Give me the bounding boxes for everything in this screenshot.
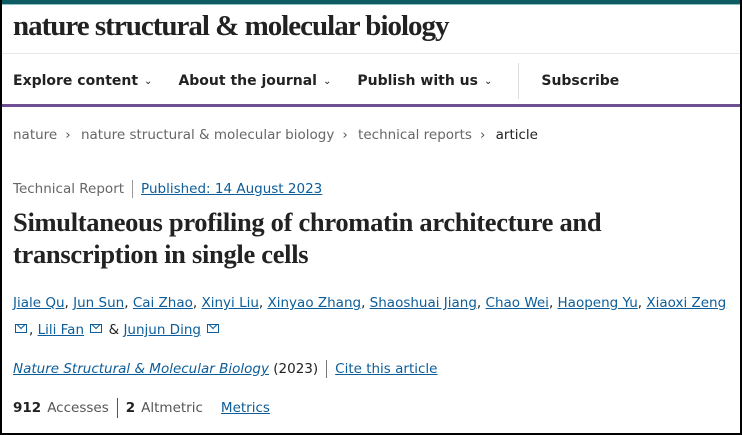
article-title: Simultaneous profiling of chromatin arch…: [13, 207, 602, 269]
accesses-label: Accesses: [47, 400, 109, 416]
nav-label: Publish with us: [357, 73, 478, 89]
metrics-link[interactable]: Metrics: [220, 400, 270, 416]
author-link[interactable]: Xiaoxi Zeng: [646, 295, 727, 311]
email-icon[interactable]: [15, 324, 27, 333]
author-link[interactable]: Haopeng Yu: [557, 295, 638, 311]
breadcrumb-technical-reports[interactable]: technical reports: [358, 127, 472, 143]
nav-about-journal[interactable]: About the journal ⌄: [178, 73, 331, 89]
journal-logo[interactable]: nature structural & molecular biology: [13, 10, 450, 42]
and-text: &: [108, 322, 120, 338]
chevron-down-icon: ⌄: [144, 75, 153, 87]
author-link[interactable]: Junjun Ding: [123, 322, 201, 338]
author-link[interactable]: Xinyi Liu: [201, 295, 259, 311]
author-link[interactable]: Jun Sun: [73, 295, 125, 311]
top-accent-bar: [0, 0, 742, 5]
author-link[interactable]: Lili Fan: [37, 322, 85, 338]
article-metrics: 912 Accesses 2 Altmetric Metrics: [13, 398, 270, 418]
main-nav: Explore content ⌄ About the journal ⌄ Publ…: [13, 63, 645, 99]
breadcrumb-nature[interactable]: nature: [13, 127, 58, 143]
chevron-down-icon: ⌄: [322, 75, 332, 87]
nav-publish-with-us[interactable]: Publish with us ⌄: [357, 73, 492, 89]
cite-article-link[interactable]: Cite this article: [335, 361, 438, 377]
published-date[interactable]: Published: 14 August 2023: [141, 181, 323, 197]
breadcrumb-journal[interactable]: nature structural & molecular biology: [80, 127, 335, 143]
author-link[interactable]: Cai Zhao: [132, 295, 193, 311]
divider: [116, 398, 118, 418]
citation-line: Nature Structural & Molecular Biology (2…: [13, 360, 437, 378]
accesses-count: 912: [13, 400, 42, 416]
author-link[interactable]: Chao Wei: [485, 295, 549, 311]
article-meta: Technical Report Published: 14 August 20…: [13, 180, 322, 198]
author-list: Jiale Qu, Jun Sun, Cai Zhao, Xinyi Liu, …: [13, 295, 727, 338]
year: (2023): [273, 361, 319, 377]
journal-link[interactable]: Nature Structural & Molecular Biology: [13, 361, 269, 377]
nav-explore-content[interactable]: Explore content ⌄: [13, 73, 152, 89]
altmetric-label: Altmetric: [141, 400, 203, 416]
chevron-right-icon: ›: [65, 127, 71, 143]
author-link[interactable]: Shaoshuai Jiang: [369, 295, 477, 311]
chevron-right-icon: ›: [342, 127, 348, 143]
chevron-right-icon: ›: [479, 127, 486, 143]
email-icon[interactable]: [90, 324, 103, 333]
altmetric-count: 2: [125, 400, 136, 416]
nav-label: Subscribe: [541, 73, 620, 89]
nav-subscribe[interactable]: Subscribe: [541, 73, 619, 89]
chevron-down-icon: ⌄: [483, 75, 493, 87]
nav-divider: [518, 63, 520, 99]
divider: [326, 360, 328, 378]
author-link[interactable]: Xinyao Zhang: [267, 295, 362, 311]
breadcrumb: nature › nature structural & molecular bi…: [13, 127, 544, 143]
breadcrumb-article: article: [495, 127, 538, 143]
nav-label: About the journal: [178, 73, 317, 89]
email-icon[interactable]: [207, 324, 220, 333]
article-type: Technical Report: [13, 181, 125, 197]
nav-label: Explore content: [13, 73, 139, 89]
divider: [132, 180, 134, 198]
author-link[interactable]: Jiale Qu: [13, 295, 65, 311]
divider: [2, 53, 740, 54]
nav-underline: [2, 104, 740, 107]
